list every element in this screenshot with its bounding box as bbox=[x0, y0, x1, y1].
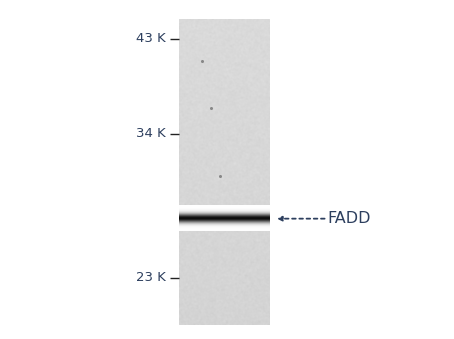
Text: FADD: FADD bbox=[327, 211, 370, 226]
Text: 23 K: 23 K bbox=[136, 272, 166, 284]
Text: 43 K: 43 K bbox=[136, 33, 166, 45]
Text: 34 K: 34 K bbox=[136, 127, 166, 140]
